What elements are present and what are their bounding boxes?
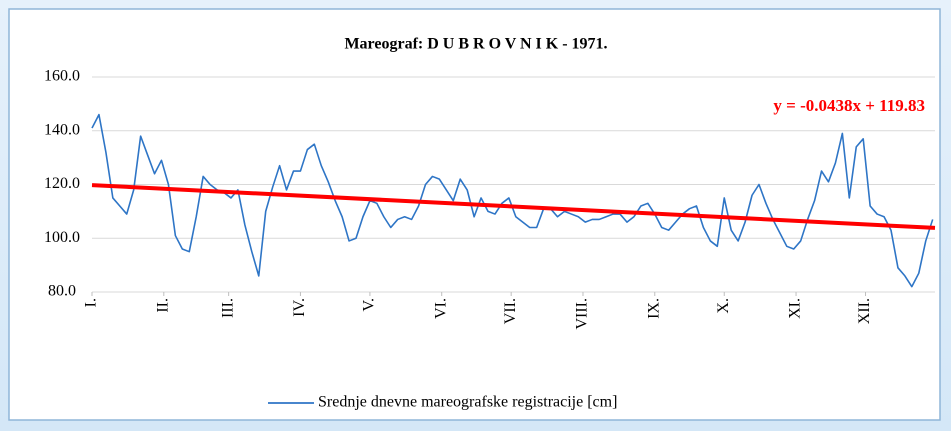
x-tick-label: X. [715,298,732,314]
chart: Mareograf: D U B R O V N I K - 1971. 80.… [8,8,941,421]
trendline-equation: y = -0.0438x + 119.83 [773,96,925,115]
x-tick-label: VII. [502,298,519,324]
legend-item: Srednje dnevne mareografske registracije… [268,394,617,411]
y-tick-label: 140.0 [44,121,80,138]
y-tick-label: 120.0 [44,175,80,192]
x-tick-label: II. [154,298,171,313]
legend-label: Srednje dnevne mareografske registracije… [318,394,617,411]
x-tick-label: IX. [645,298,662,319]
x-tick-label: I. [83,298,100,307]
x-tick-label: VI. [432,298,449,319]
x-tick-label: III. [219,298,236,318]
x-tick-label: VIII. [574,298,591,330]
y-tick-label: 160.0 [44,68,80,85]
x-tick-label: XI. [787,298,804,319]
chart-title: Mareograf: D U B R O V N I K - 1971. [344,36,607,53]
x-tick-label: IV. [291,298,308,317]
y-tick-label: 100.0 [44,229,80,246]
x-tick-label: XII. [856,298,873,324]
trendline [91,183,936,230]
y-tick-label: 80.0 [48,283,76,300]
x-tick-label: V. [361,298,378,312]
